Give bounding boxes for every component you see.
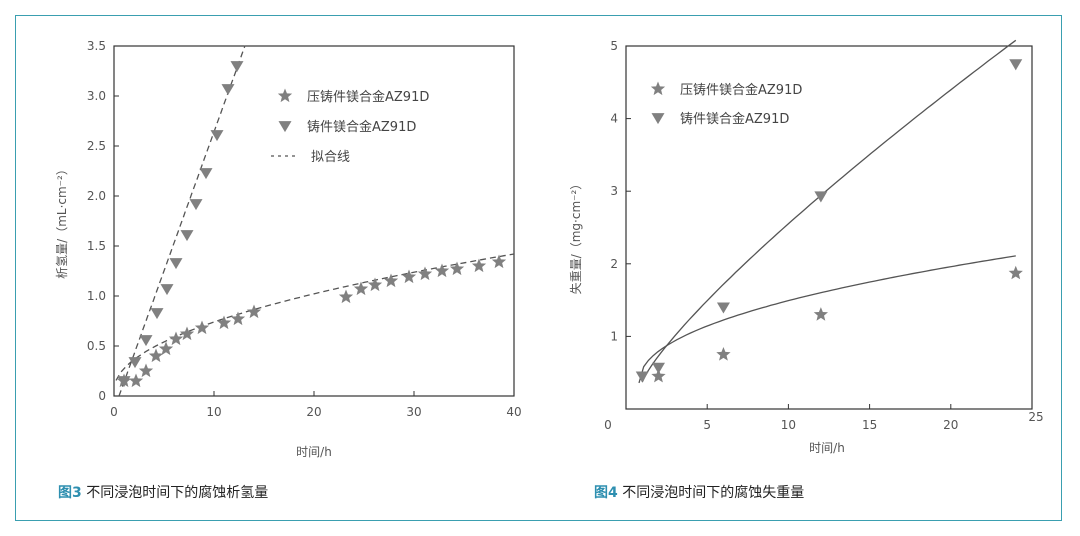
y-tick-label: 3.0: [87, 89, 106, 103]
data-point-star: [716, 347, 731, 361]
legend-label: 铸件镁合金AZ91D: [680, 111, 789, 127]
data-point-star: [216, 315, 232, 330]
legend: 压铸件镁合金AZ91D 铸件镁合金AZ91D: [650, 81, 802, 127]
data-point-triangle: [189, 199, 203, 211]
x-tick-label: 10: [206, 405, 221, 419]
data-point-triangle: [117, 376, 131, 388]
data-point-star: [434, 263, 450, 278]
fit-line-die-cast: [115, 253, 515, 381]
figure-3-caption: 图3 不同浸泡时间下的腐蚀析氢量: [58, 482, 268, 502]
x-tick-label: 20: [306, 405, 321, 419]
legend-star-icon: [650, 81, 666, 96]
x-tick-label: 40: [506, 405, 521, 419]
y-tick-label: 0: [98, 389, 106, 403]
data-point-triangle: [128, 357, 142, 369]
y-tick-label: 2: [610, 257, 618, 271]
data-point-star: [367, 277, 383, 292]
y-tick-label: 2.0: [87, 189, 106, 203]
y-tick-label: 1.0: [87, 289, 106, 303]
data-point-star: [651, 368, 666, 383]
x-tick-label: 30: [406, 405, 421, 419]
data-point-star: [138, 363, 154, 378]
x-tick-label: 20: [943, 418, 958, 432]
legend-label: 压铸件镁合金AZ91D: [680, 82, 802, 98]
data-point-triangle: [150, 308, 164, 320]
data-point-star: [401, 269, 417, 284]
data-point-triangle: [199, 168, 213, 180]
data-point-triangle: [210, 130, 224, 142]
y-tick-label: 1: [610, 329, 618, 343]
y-tick-label: 1.5: [87, 239, 106, 253]
figure-4-caption-number: 图4: [594, 485, 618, 501]
data-point-triangle: [169, 258, 183, 270]
data-point-star: [449, 261, 465, 276]
data-point-triangle: [651, 362, 665, 374]
fit-line-cast: [118, 45, 246, 397]
y-tick-label: 2.5: [87, 139, 106, 153]
x-axis-label: 时间/h: [809, 441, 845, 455]
y-tick-label: 0.5: [87, 339, 106, 353]
legend-label: 拟合线: [311, 150, 350, 165]
figure-3-caption-number: 图3: [58, 485, 82, 501]
legend-label: 压铸件镁合金AZ91D: [307, 89, 429, 105]
fit-line-cast: [641, 39, 1017, 383]
data-point-triangle: [635, 371, 649, 383]
data-point-triangle: [160, 284, 174, 296]
x-axis-label: 时间/h: [296, 445, 332, 459]
y-tick-label: 3: [610, 184, 618, 198]
x-tick-label: 0: [110, 405, 118, 419]
y-tick-label: 3.5: [87, 39, 106, 53]
x-tick-label: 15: [862, 418, 877, 432]
legend-triangle-icon: [651, 113, 665, 125]
data-point-triangle: [814, 191, 828, 203]
legend-star-icon: [277, 88, 293, 103]
y-axis-label: 析氢量/（mL·cm⁻²）: [54, 163, 69, 279]
data-point-triangle: [1009, 59, 1023, 71]
x-tick-label: 25: [1028, 410, 1043, 424]
data-point-star: [813, 307, 829, 321]
data-point-star: [338, 289, 354, 304]
legend-label: 铸件镁合金AZ91D: [307, 119, 416, 135]
figure-4-caption-text: 不同浸泡时间下的腐蚀失重量: [617, 485, 805, 501]
figure-4-caption: 图4 不同浸泡时间下的腐蚀失重量: [594, 482, 804, 502]
data-point-star: [471, 258, 487, 273]
y-tick-label: 4: [610, 112, 618, 126]
legend-triangle-icon: [278, 121, 292, 133]
data-point-star: [128, 373, 144, 388]
plot-area-border: [625, 45, 1033, 410]
x-tick-label: 0: [604, 418, 612, 432]
data-point-star: [168, 331, 184, 346]
y-axis-label: 失重量/（mg·cm⁻²）: [568, 178, 583, 295]
data-point-triangle: [180, 230, 194, 242]
chart-4: 1 2 3 4 5 0 5 10 15 20 25 时间/h 失重量/（mg·cm⁻²） 压铸件镁合金AZ…: [568, 39, 1044, 455]
figure-frame: [15, 15, 1062, 521]
legend: 压铸件镁合金AZ91D 铸件镁合金AZ91D 拟合线: [271, 88, 429, 165]
data-point-star: [383, 273, 399, 288]
data-point-star: [417, 266, 433, 281]
data-point-star: [148, 348, 164, 363]
x-tick-label: 5: [703, 418, 711, 432]
data-point-star: [179, 326, 195, 341]
fit-line-die-cast: [638, 255, 1016, 384]
data-point-star: [1008, 265, 1023, 280]
data-point-triangle: [139, 335, 153, 347]
data-point-star: [230, 311, 246, 326]
y-tick-label: 5: [610, 39, 618, 53]
data-point-star: [246, 304, 262, 319]
data-point-star: [491, 254, 507, 269]
data-point-star: [158, 341, 174, 356]
data-point-triangle: [221, 84, 235, 96]
figure-3-caption-text: 不同浸泡时间下的腐蚀析氢量: [81, 485, 269, 501]
x-tick-label: 10: [781, 418, 796, 432]
chart-3: 0 0.5 1.0 1.5 2.0 2.5 3.0 3.5 0 10 20 30 40 时间/h 析氢量/（…: [54, 39, 522, 459]
data-point-triangle: [716, 302, 730, 314]
data-point-star: [353, 281, 369, 296]
data-point-triangle: [230, 61, 244, 73]
data-point-star: [194, 320, 210, 335]
